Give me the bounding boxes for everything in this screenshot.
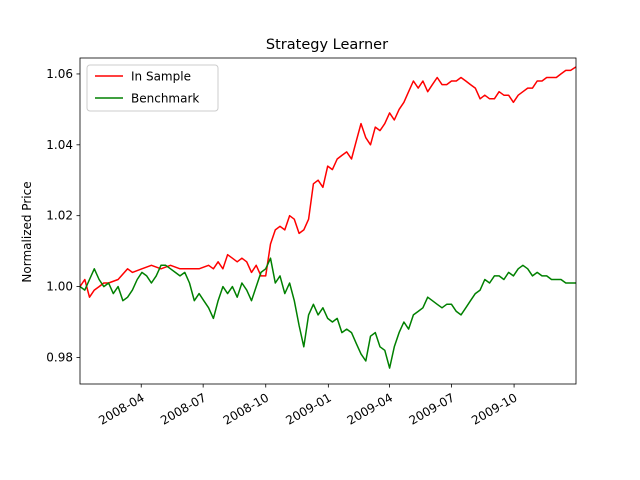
y-tick-label: 1.00 (46, 280, 73, 294)
series-line-in-sample (80, 66, 576, 298)
y-axis-label: Normalized Price (20, 181, 34, 282)
series-line-benchmark (80, 257, 576, 369)
y-tick-label: 1.06 (46, 67, 73, 81)
chart-title: Strategy Learner (266, 37, 388, 53)
legend-label: Benchmark (131, 92, 199, 106)
y-tick-label: 1.04 (46, 138, 73, 152)
y-tick-label: 0.98 (46, 350, 73, 364)
y-tick-label: 1.02 (46, 209, 73, 223)
legend-label: In Sample (131, 70, 191, 84)
